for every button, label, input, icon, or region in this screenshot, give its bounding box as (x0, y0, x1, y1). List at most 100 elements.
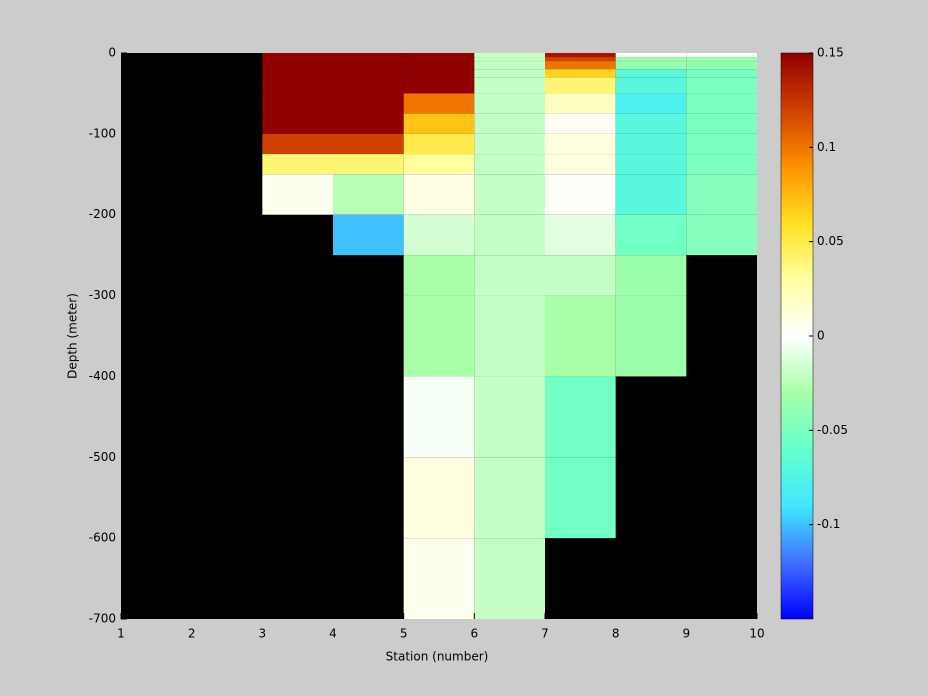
heatmap-cell (262, 93, 333, 114)
colorbar (780, 52, 814, 620)
x-tick-label: 2 (188, 627, 196, 641)
heatmap-cell (333, 77, 404, 94)
heatmap-cell (615, 53, 687, 58)
heatmap-cell (686, 113, 757, 134)
heatmap-cell (474, 53, 545, 58)
heatmap-cell (333, 53, 404, 58)
heatmap-cell (686, 77, 757, 94)
y-tick-label: -200 (89, 207, 116, 221)
heatmap-cell (333, 154, 404, 175)
heatmap-cell (545, 154, 616, 175)
x-tick-label: 10 (749, 627, 764, 641)
heatmap-cell (686, 57, 757, 62)
heatmap-cell (333, 57, 404, 62)
heatmap-cell (545, 457, 616, 539)
heatmap-cell (403, 93, 475, 114)
heatmap-cell (403, 538, 475, 619)
x-tick-label: 4 (329, 627, 337, 641)
heatmap-cell (262, 174, 333, 215)
heatmap-cell (474, 57, 545, 62)
heatmap-cell (474, 538, 545, 619)
heatmap-cell (474, 376, 545, 458)
y-axis-label: Depth (meter) (66, 293, 80, 379)
heatmap-cell (333, 93, 404, 114)
heatmap-cell (615, 154, 687, 175)
heatmap-cell (615, 295, 687, 377)
heatmap-cell (615, 77, 687, 94)
heatmap-cell (333, 61, 404, 70)
y-tick-label: 0 (108, 46, 116, 60)
heatmap-cell (474, 457, 545, 539)
heatmap-cell (615, 61, 687, 70)
heatmap-cell (615, 57, 687, 62)
heatmap-cell (545, 93, 616, 114)
heatmap-cell (545, 255, 616, 296)
heatmap-cell (474, 255, 545, 296)
x-axis-label: Station (number) (386, 650, 489, 664)
heatmap-cell (403, 457, 475, 539)
heatmap-cell (262, 133, 333, 155)
colorbar-tick-label: 0.05 (817, 234, 844, 248)
heatmap-cell (474, 113, 545, 134)
heatmap-cell (403, 69, 475, 78)
heatmap-cell (615, 255, 687, 296)
y-tick-label: -300 (89, 288, 116, 302)
heatmap-cell (615, 93, 687, 114)
heatmap-cell (403, 61, 475, 70)
heatmap-cell (403, 53, 475, 58)
heatmap-cell (615, 133, 687, 155)
y-tick-label: -500 (89, 450, 116, 464)
heatmap-cell (545, 214, 616, 256)
colorbar-tick-label: -0.1 (817, 517, 840, 531)
heatmap-cell (474, 93, 545, 114)
heatmap-cell (333, 214, 404, 256)
heatmap-cell (615, 69, 687, 78)
heatmap-cell (545, 69, 616, 78)
heatmap-cell (474, 69, 545, 78)
y-tick-label: -700 (89, 612, 116, 626)
heatmap-cell (333, 174, 404, 215)
heatmap-cell (333, 113, 404, 134)
heatmap-cell (615, 214, 687, 256)
heatmap-cell (403, 113, 475, 134)
heatmap-cell (403, 154, 475, 175)
heatmap-cell (615, 113, 687, 134)
y-tick-label: -100 (89, 126, 116, 140)
heatmap-cell (333, 69, 404, 78)
y-tick-label: -600 (89, 531, 116, 545)
heatmap-cell (262, 69, 333, 78)
heatmap-cell (333, 133, 404, 155)
heatmap-cell (686, 93, 757, 114)
heatmap-cell (262, 113, 333, 134)
heatmap-cell (545, 61, 616, 70)
heatmap-cell (545, 113, 616, 134)
x-tick-label: 8 (612, 627, 620, 641)
heatmap-cell (686, 69, 757, 78)
heatmap-cell (262, 77, 333, 94)
x-tick-label: 5 (400, 627, 408, 641)
heatmap-cell (403, 214, 475, 256)
heatmap-cell (474, 77, 545, 94)
heatmap-cell (686, 214, 757, 256)
heatmap-cell (545, 57, 616, 62)
heatmap-cell (403, 295, 475, 377)
heatmap-cell (615, 174, 687, 215)
x-tick-label: 7 (541, 627, 549, 641)
heatmap-cell (545, 77, 616, 94)
heatmap-cell (474, 214, 545, 256)
heatmap-cell (262, 57, 333, 62)
heatmap-cell (403, 77, 475, 94)
heatmap-cell (686, 133, 757, 155)
heatmap-cell (545, 133, 616, 155)
heatmap-cell (686, 174, 757, 215)
heatmap-cell (403, 174, 475, 215)
heatmap-cell (262, 53, 333, 58)
heatmap-cell (545, 174, 616, 215)
colorbar-tick-label: 0 (817, 329, 825, 343)
heatmap-cell (686, 53, 757, 58)
heatmap-cell (545, 295, 616, 377)
heatmap-cell (262, 154, 333, 175)
colorbar-tick-label: -0.05 (817, 423, 848, 437)
colorbar-tick-label: 0.1 (817, 140, 836, 154)
